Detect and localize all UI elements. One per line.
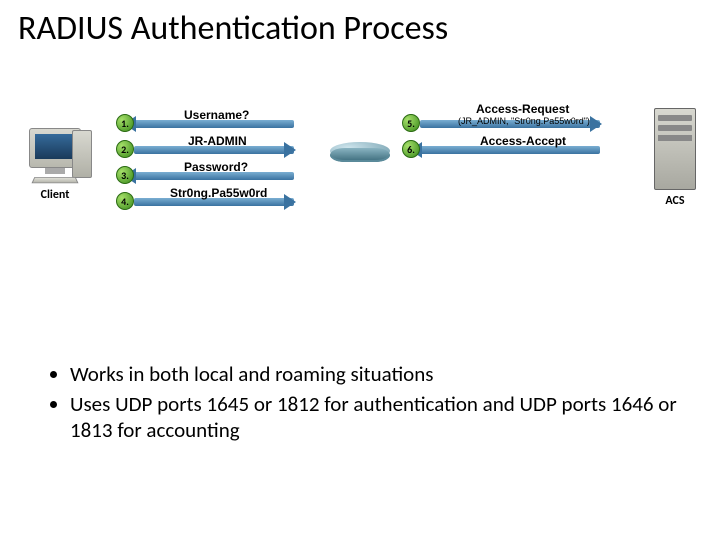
- server-rack-icon: [654, 108, 696, 190]
- client-device: Client: [20, 128, 90, 202]
- step-5-label: Access-Request: [476, 102, 569, 116]
- step-6-label: Access-Accept: [480, 134, 566, 148]
- step-2-badge: 2.: [116, 140, 134, 158]
- step-4-label: Str0ng.Pa55w0rd: [170, 186, 267, 200]
- step-3-label: Password?: [184, 160, 248, 174]
- tower-icon: [72, 130, 92, 178]
- step-2-label: JR-ADMIN: [188, 134, 247, 148]
- acs-label: ACS: [650, 194, 700, 208]
- radius-diagram: Client ACS 1. Username? 2. JR-ADMIN 3. P…: [20, 100, 700, 290]
- step-6-badge: 6.: [402, 140, 420, 158]
- step-1-badge: 1.: [116, 114, 134, 132]
- bullet-2: Uses UDP ports 1645 or 1812 for authenti…: [70, 391, 690, 443]
- step-5-sublabel: (JR_ADMIN, "Str0ng.Pa55w0rd"): [458, 116, 590, 126]
- step-5-badge: 5.: [402, 114, 420, 132]
- client-label: Client: [20, 188, 90, 202]
- step-1-label: Username?: [184, 108, 249, 122]
- bullet-list: Works in both local and roaming situatio…: [30, 361, 690, 447]
- router-device: [330, 132, 390, 172]
- step-3-badge: 3.: [116, 166, 134, 184]
- keyboard-icon: [31, 177, 78, 183]
- bullet-1: Works in both local and roaming situatio…: [70, 361, 690, 387]
- acs-device: ACS: [650, 108, 700, 208]
- page-title: RADIUS Authentication Process: [18, 8, 448, 49]
- step-4-badge: 4.: [116, 192, 134, 210]
